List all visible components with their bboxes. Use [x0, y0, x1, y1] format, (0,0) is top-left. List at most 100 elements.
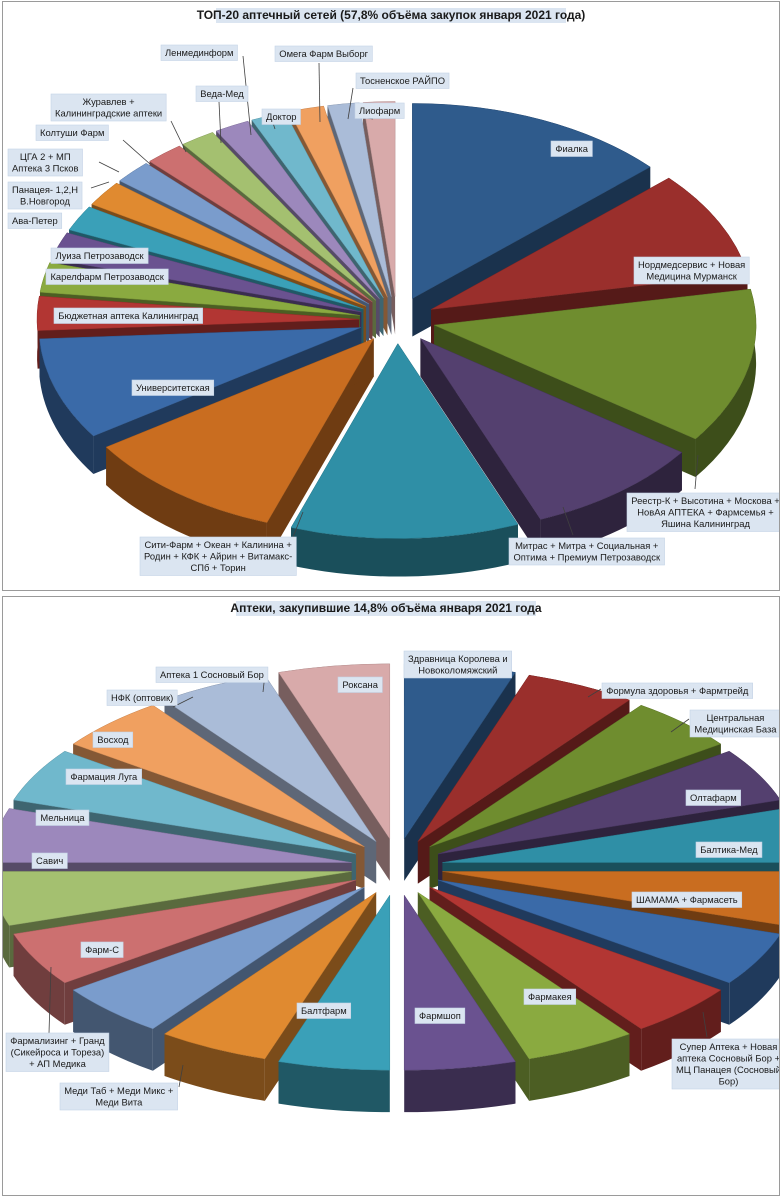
- data-label-text: Супер Аптека + Новая аптека Сосновый Бор …: [676, 1041, 779, 1087]
- leader-line: [122, 139, 151, 165]
- pharmacies-pie-chart: Аптеки, закупившие 14,8% объёма января 2…: [3, 601, 779, 1113]
- data-label: Журавлев + Калининградские аптеки: [50, 93, 167, 122]
- data-label-text: Фармшоп: [419, 1010, 461, 1021]
- leader-line: [694, 454, 699, 490]
- pie-slice: [278, 894, 391, 1113]
- leader-line: [347, 87, 354, 120]
- data-label-text: Реестр-К + Высотина + Москова + НовАя АПТ…: [631, 495, 779, 529]
- leader-line: [587, 688, 602, 698]
- data-label: Фарм-С: [80, 941, 124, 958]
- data-label-text: Фармализинг + Гранд (Сикейроса и Тореза) +…: [10, 1035, 105, 1069]
- data-label-text: Восход: [97, 734, 129, 745]
- chart-title-text: Аптеки, закупившие 14,8% объёма января 2…: [230, 601, 541, 615]
- data-labels: Здравница Королева и Новоколомяжский Форму…: [5, 650, 779, 1111]
- data-label-text: Доктор: [266, 111, 297, 122]
- data-label: ШАМАМА + Фармасеть: [631, 891, 743, 908]
- data-label: Фармакея: [523, 988, 577, 1005]
- data-label-text: Панацея- 1,2,Н В.Новгород: [12, 184, 78, 207]
- pie-slices: [3, 663, 779, 1113]
- data-label: Луиза Петрозаводск: [50, 247, 149, 264]
- data-label: Сити-Фарм + Океан + Калинина + Родин + КФ…: [139, 536, 297, 576]
- data-label-text: Веда-Мед: [200, 88, 244, 99]
- data-labels: Фиалка Нордмедсервис + Новая Медицина Мурм…: [7, 44, 779, 576]
- data-label-text: ЦГА 2 + МП Аптека 3 Псков: [12, 151, 79, 174]
- data-label-text: НФК (оптовик): [111, 692, 173, 703]
- data-label-text: Ава-Петер: [12, 215, 58, 226]
- data-label-text: Луиза Петрозаводск: [55, 250, 144, 261]
- data-label-text: Лиофарм: [359, 105, 400, 116]
- data-label: Меди Таб + Меди Микс + Меди Вита: [59, 1082, 178, 1111]
- data-label-text: Бюджетная аптека Калининград: [58, 310, 199, 321]
- data-label: Фиалка: [550, 140, 593, 157]
- leader-line: [670, 718, 690, 733]
- chart-panel-bottom: Аптеки, закупившие 14,8% объёма января 2…: [2, 596, 780, 1196]
- data-label-text: Меди Таб + Меди Микс + Меди Вита: [64, 1085, 174, 1108]
- leader-line: [562, 506, 574, 536]
- data-label-text: Формула здоровья + Фармтрейд: [606, 685, 749, 696]
- data-label-text: Аптека 1 Сосновый Бор: [160, 669, 264, 680]
- data-label-text: Савич: [36, 855, 63, 866]
- chart-title: Аптеки, закупившие 14,8% объёма января 2…: [230, 601, 542, 616]
- data-label: Тосненское РАЙПО: [355, 72, 450, 89]
- data-label-text: Фармация Луга: [70, 771, 138, 782]
- data-label-text: Омега Фарм Выборг: [279, 48, 368, 59]
- data-label-text: Ленмединформ: [165, 47, 233, 58]
- data-label-text: Нордмедсервис + Новая Медицина Мурманск: [638, 259, 745, 282]
- pie-slice: [290, 343, 519, 577]
- data-label-text: Сити-Фарм + Океан + Калинина + Родин + КФ…: [144, 539, 292, 573]
- data-label-text: Журавлев + Калининградские аптеки: [55, 96, 162, 119]
- data-label: Восход: [92, 731, 134, 748]
- data-label-text: Университетская: [136, 382, 210, 393]
- leader-line: [178, 1064, 184, 1088]
- leader-line: [292, 511, 304, 538]
- leader-line: [98, 161, 120, 173]
- data-label: Центральная Медицинская База: [689, 709, 779, 738]
- data-label: Фармшоп: [414, 1007, 466, 1024]
- data-label: Нордмедсервис + Новая Медицина Мурманск: [633, 256, 750, 285]
- data-label: Ленмединформ: [160, 44, 238, 61]
- pie-slice: [403, 894, 516, 1113]
- data-label: Ава-Петер: [7, 212, 63, 229]
- data-label-text: Здравница Королева и Новоколомяжский: [408, 653, 508, 676]
- data-label-text: Фиалка: [555, 143, 588, 154]
- chart-panel-top: ТОП-20 аптечный сетей (57,8% объёма заку…: [2, 1, 780, 591]
- data-label: Формула здоровья + Фармтрейд: [601, 682, 753, 699]
- leader-line: [170, 120, 187, 153]
- data-label: Балтфарм: [296, 1002, 352, 1019]
- pie-slice: [419, 337, 683, 558]
- data-label-text: Карелфарм Петрозаводск: [50, 271, 164, 282]
- data-label: Колтуши Фарм: [35, 124, 109, 141]
- data-label: Мельница: [35, 809, 90, 826]
- data-label-text: Тосненское РАЙПО: [360, 75, 445, 86]
- data-label: Фармация Луга: [65, 768, 142, 785]
- data-label-text: Центральная Медицинская База: [694, 712, 777, 735]
- data-label: Омега Фарм Выборг: [274, 45, 373, 62]
- data-label-text: Олтафарм: [690, 792, 737, 803]
- data-label: Фармализинг + Гранд (Сикейроса и Тореза) +…: [5, 1032, 110, 1072]
- data-label-text: Колтуши Фарм: [40, 127, 104, 138]
- leader-line: [90, 181, 110, 189]
- leader-line: [702, 1011, 708, 1038]
- data-label: Веда-Мед: [195, 85, 249, 102]
- pie-slice: [105, 338, 375, 561]
- data-label: Балтика-Мед: [695, 841, 763, 858]
- data-label: Роксана: [337, 676, 383, 693]
- data-label: Савич: [31, 852, 68, 869]
- chart-title: ТОП-20 аптечный сетей (57,8% объёма заку…: [197, 8, 585, 23]
- data-label-text: Балтика-Мед: [700, 844, 758, 855]
- data-label-text: Митрас + Митра + Социальная + Оптима + Пр…: [513, 540, 661, 563]
- data-label: ЦГА 2 + МП Аптека 3 Псков: [7, 148, 83, 177]
- pie-slices: [36, 101, 757, 577]
- data-label: Доктор: [261, 108, 301, 125]
- data-label: Лиофарм: [354, 102, 405, 119]
- data-label-text: Фарм-С: [85, 944, 119, 955]
- data-label: Олтафарм: [685, 789, 741, 806]
- top20-pie-chart: ТОП-20 аптечный сетей (57,8% объёма заку…: [7, 8, 779, 577]
- data-label-text: ШАМАМА + Фармасеть: [636, 894, 738, 905]
- data-label-text: Фармакея: [528, 991, 572, 1002]
- data-label: Реестр-К + Высотина + Москова + НовАя АПТ…: [626, 492, 779, 532]
- data-label: НФК (оптовик): [106, 689, 178, 706]
- leader-line: [48, 966, 52, 1034]
- leader-line: [318, 62, 321, 123]
- data-label-text: Мельница: [40, 812, 85, 823]
